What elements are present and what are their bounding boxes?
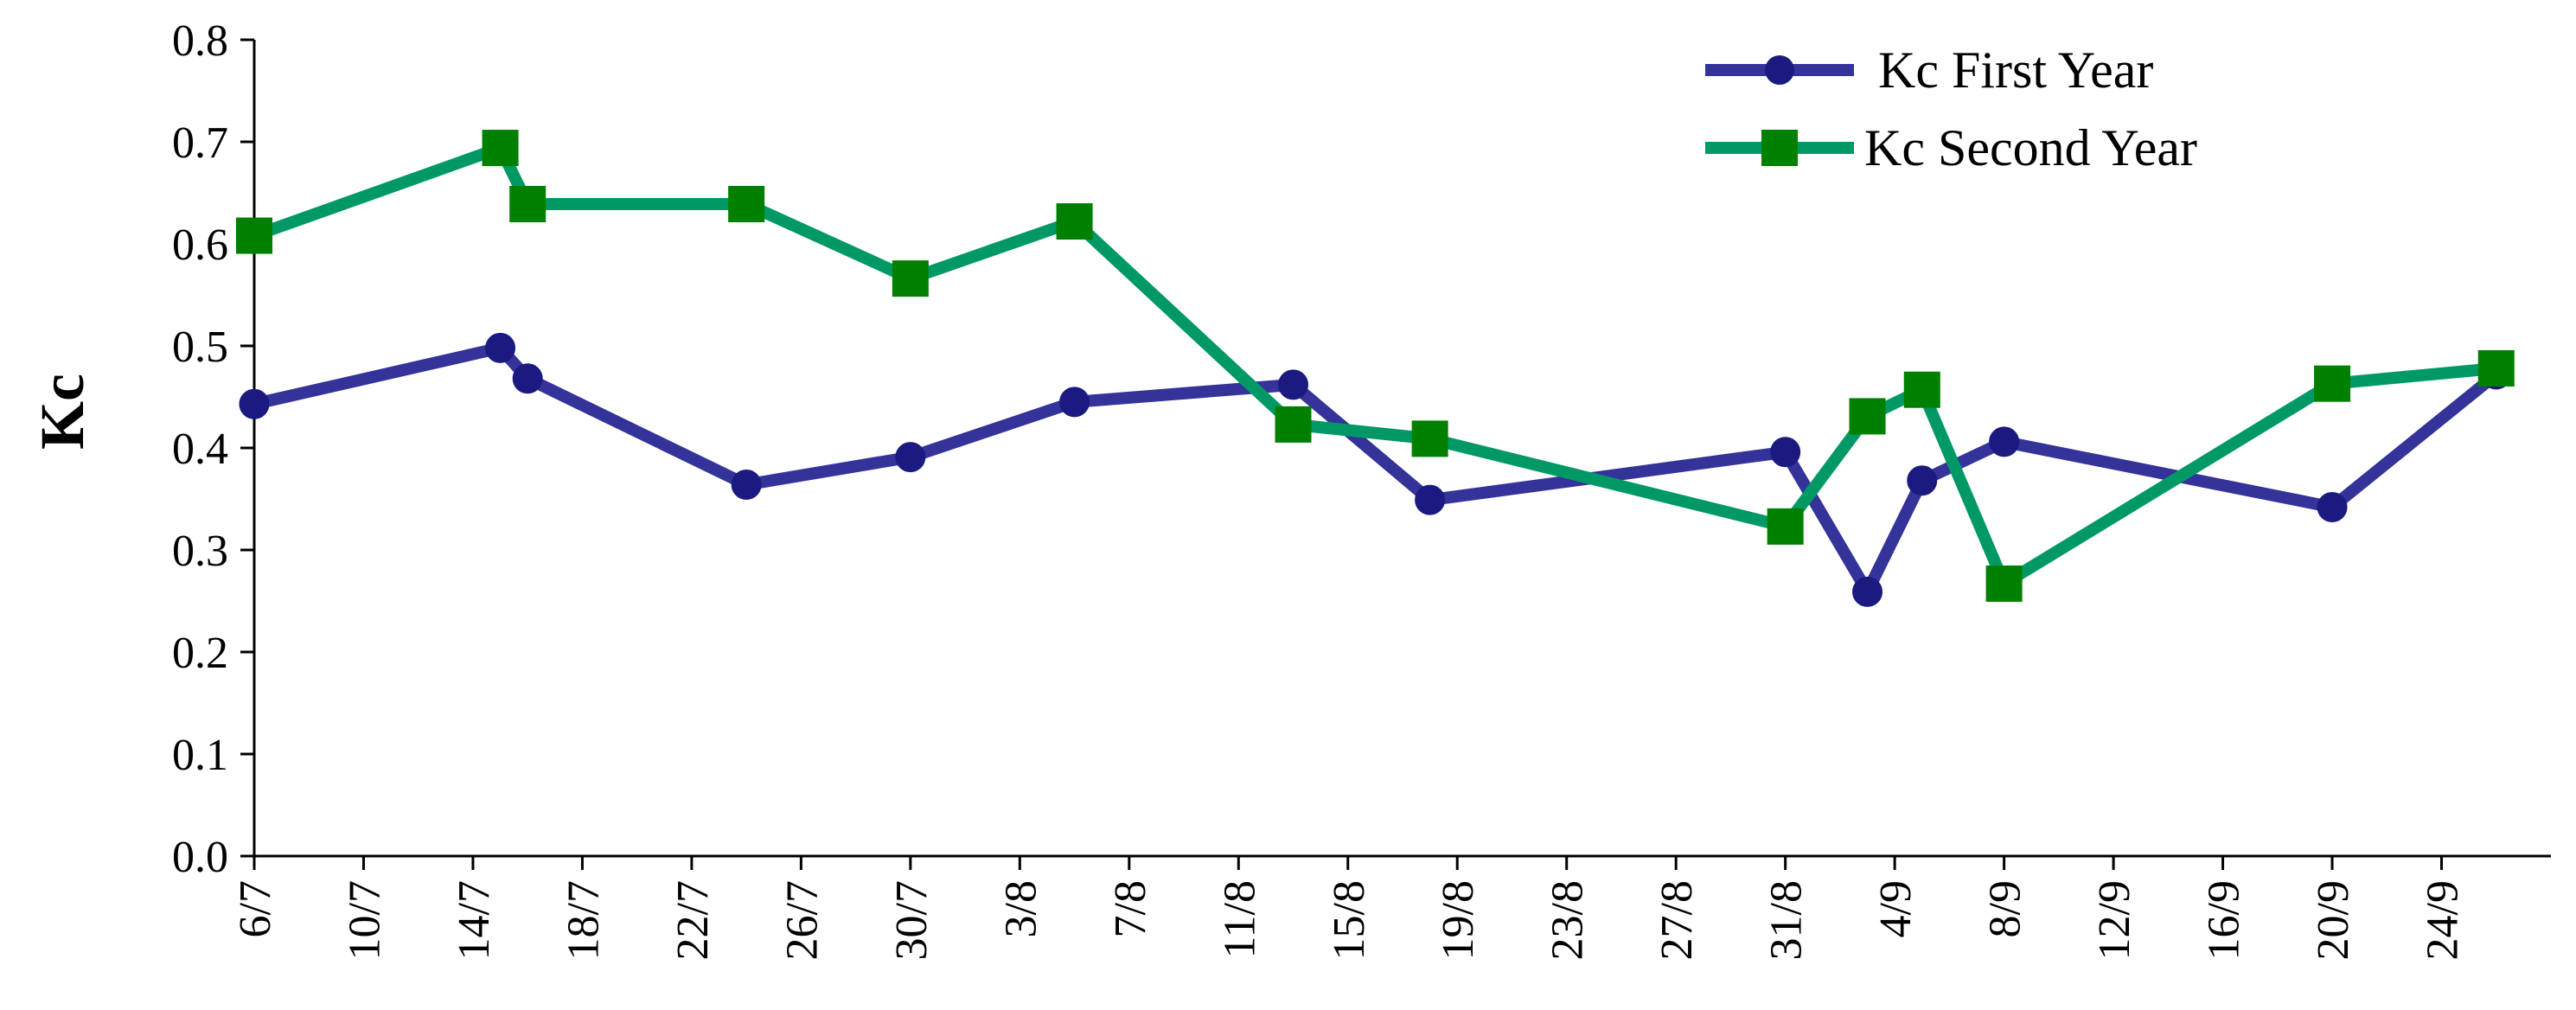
x-tick-label: 27/8 (1652, 880, 1702, 960)
data-point (1059, 387, 1090, 418)
series-1 (239, 332, 2512, 607)
data-point (239, 388, 270, 419)
legend-item-1: Kc First Year (1705, 42, 2153, 99)
data-point (1056, 203, 1093, 240)
x-tick-label: 31/8 (1762, 880, 1812, 960)
x-tick-label: 23/8 (1544, 880, 1593, 960)
legend-item-2: Kc Second Year (1705, 119, 2197, 176)
data-point (485, 332, 516, 363)
data-point (1989, 426, 2020, 457)
legend: Kc First Year Kc Second Year (1705, 42, 2197, 176)
data-point (2314, 365, 2351, 402)
y-tick-label: 0.2 (172, 629, 228, 678)
x-tick-label: 12/9 (2090, 880, 2139, 960)
x-tick-label: 18/7 (559, 880, 608, 960)
x-tick-label: 30/7 (887, 880, 936, 960)
data-point (1849, 398, 1886, 435)
data-point (509, 185, 547, 222)
x-tick-label: 15/8 (1325, 880, 1374, 960)
x-axis-ticks: 6/7 10/7 14/7 18/7 22/7 26/7 30/7 3/8 7/8 11/8 15/… (231, 856, 2468, 960)
x-tick-label: 22/7 (668, 880, 718, 960)
y-tick-label: 0.8 (172, 16, 228, 66)
x-tick-label: 6/7 (231, 880, 280, 937)
series-line (252, 142, 2497, 590)
legend-label: Kc Second Year (1864, 119, 2197, 176)
y-tick-label: 0.6 (172, 221, 228, 270)
data-point (1278, 369, 1309, 400)
y-tick-label: 0.0 (172, 833, 228, 882)
legend-label: Kc First Year (1878, 42, 2153, 99)
y-tick-label: 0.4 (172, 425, 228, 474)
x-tick-label: 16/9 (2200, 880, 2249, 960)
series-line (252, 342, 2501, 598)
series-2 (236, 130, 2515, 602)
data-point (482, 130, 519, 167)
data-point (1411, 420, 1448, 457)
y-axis-title: Kc (28, 374, 97, 450)
data-point (892, 260, 929, 297)
y-tick-label: 0.1 (172, 731, 228, 780)
x-tick-label: 11/8 (1215, 880, 1264, 959)
y-axis-ticks: 0.0 0.1 0.2 0.3 0.4 0.5 0.6 0.7 0.8 (172, 16, 254, 882)
y-tick-label: 0.7 (172, 118, 228, 168)
data-point (512, 363, 543, 394)
x-tick-label: 7/8 (1106, 880, 1155, 937)
x-tick-label: 20/9 (2309, 880, 2358, 960)
x-tick-label: 10/7 (340, 880, 389, 960)
y-tick-label: 0.3 (172, 527, 228, 576)
x-tick-label: 26/7 (777, 880, 827, 960)
data-point (731, 469, 762, 500)
x-tick-label: 4/9 (1871, 880, 1921, 937)
data-point (1275, 406, 1312, 443)
x-tick-label: 3/8 (996, 880, 1045, 937)
axes (252, 40, 2551, 858)
data-point (1852, 576, 1883, 607)
x-tick-label: 24/9 (2419, 880, 2468, 960)
data-point (1907, 465, 1938, 496)
data-point (1767, 508, 1804, 545)
legend-marker (1765, 55, 1794, 85)
data-point (895, 442, 926, 473)
x-tick-label: 14/7 (450, 880, 499, 960)
x-tick-label: 19/8 (1434, 880, 1483, 960)
legend-marker (1761, 130, 1798, 166)
data-point (1415, 484, 1446, 515)
data-point (1903, 371, 1940, 408)
data-point (1770, 437, 1801, 468)
series-layer (236, 130, 2515, 607)
y-tick-label: 0.5 (172, 323, 228, 372)
data-point (1985, 565, 2023, 602)
data-point (236, 217, 272, 254)
data-point (2317, 491, 2348, 522)
x-tick-label: 8/9 (1981, 880, 2030, 937)
data-point (2477, 349, 2515, 387)
data-point (728, 185, 765, 222)
